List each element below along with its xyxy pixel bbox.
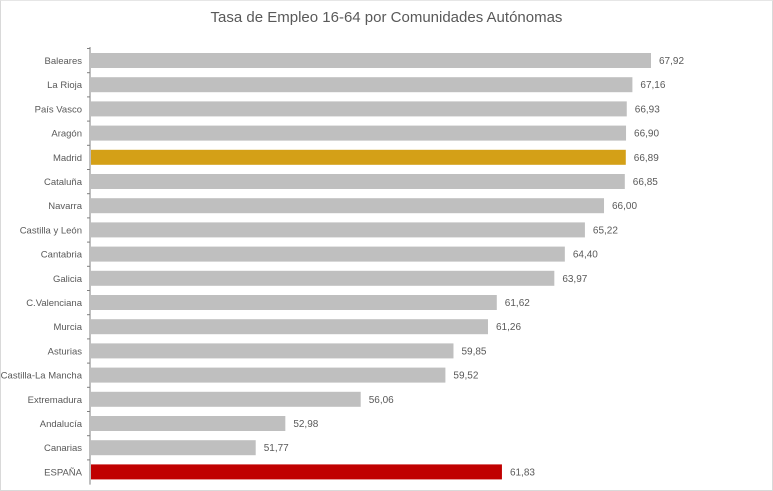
bar-cataluña [91,174,625,189]
data-label: 52,98 [293,419,318,430]
data-label: 65,22 [593,225,618,236]
bar-c-valenciana [91,295,497,310]
data-label: 56,06 [369,395,394,406]
category-label: Castilla-La Mancha [1,371,83,382]
bar-asturias [91,343,454,359]
data-label: 67,16 [640,80,665,91]
category-label: ESPAÑA [44,467,83,478]
data-label: 66,93 [635,104,660,115]
category-label: Aragón [51,129,82,140]
bar-extremadura [91,391,361,407]
bar-murcia [91,319,488,335]
bar-baleares [91,53,651,68]
data-label: 61,26 [496,322,521,333]
data-label: 66,85 [633,177,658,188]
data-label: 59,85 [461,346,486,357]
bar-madrid [91,149,626,165]
category-label: Asturias [48,346,83,357]
bar-canarias [91,440,256,456]
bar-la-rioja [91,77,633,93]
bar-galicia [91,270,555,286]
bar-andalucía [91,416,286,431]
bar-españa [91,464,502,480]
category-label: Extremadura [28,395,83,406]
data-label: 59,52 [453,371,478,382]
category-label: Canarias [44,443,82,454]
category-label: Navarra [48,201,83,212]
category-label: Cataluña [44,177,83,188]
data-label: 66,89 [634,153,659,164]
bar-castilla-y-león [91,222,585,238]
category-label: C.Valenciana [26,298,83,309]
category-label: Baleares [45,56,83,67]
bar-país-vasco [91,101,627,117]
data-label: 51,77 [264,443,289,454]
bar-navarra [91,198,605,214]
category-label: Madrid [53,153,82,164]
data-label: 66,00 [612,201,637,212]
category-label: Cantabria [41,250,83,261]
bar-castilla-la-mancha [91,367,446,383]
category-label: Murcia [53,322,82,333]
category-label: Castilla y León [20,225,82,236]
bar-cantabria [91,246,565,262]
data-label: 61,62 [505,298,530,309]
data-label: 63,97 [562,274,587,285]
data-label: 61,83 [510,467,535,478]
chart-title: Tasa de Empleo 16-64 por Comunidades Aut… [210,9,563,26]
category-label: Andalucía [40,419,83,430]
data-label: 66,90 [634,129,659,140]
category-label: Galicia [53,274,83,285]
bar-aragón [91,125,627,141]
data-label: 64,40 [573,250,598,261]
data-label: 67,92 [659,56,684,67]
category-label: La Rioja [47,80,83,91]
category-label: País Vasco [35,104,82,115]
